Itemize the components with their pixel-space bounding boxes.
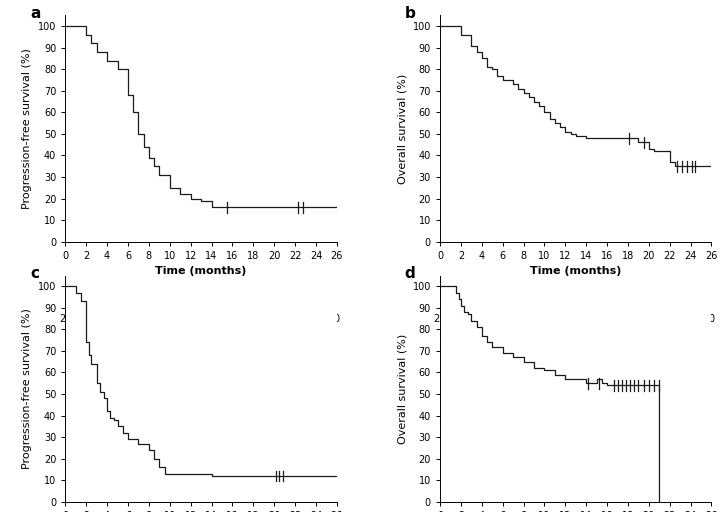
Y-axis label: Progression-free survival (%): Progression-free survival (%) bbox=[23, 48, 33, 209]
Text: 22: 22 bbox=[476, 314, 488, 324]
Text: 7: 7 bbox=[666, 314, 673, 324]
Text: 17: 17 bbox=[122, 314, 134, 324]
Text: 8: 8 bbox=[146, 314, 152, 324]
Text: 4: 4 bbox=[208, 314, 215, 324]
Text: 25: 25 bbox=[433, 314, 446, 324]
Text: d: d bbox=[404, 266, 415, 282]
Text: 8: 8 bbox=[167, 314, 173, 324]
Text: 3: 3 bbox=[229, 314, 235, 324]
Text: 19: 19 bbox=[497, 314, 509, 324]
Text: 0: 0 bbox=[313, 314, 319, 324]
Text: 12: 12 bbox=[601, 314, 613, 324]
Y-axis label: Overall survival (%): Overall survival (%) bbox=[397, 73, 407, 184]
Text: 21: 21 bbox=[101, 314, 113, 324]
Text: 10: 10 bbox=[622, 314, 634, 324]
Text: c: c bbox=[30, 266, 39, 282]
Text: 1: 1 bbox=[688, 314, 693, 324]
Text: 18: 18 bbox=[518, 314, 530, 324]
X-axis label: Time (months): Time (months) bbox=[155, 266, 247, 276]
Text: 8: 8 bbox=[645, 314, 652, 324]
Y-axis label: Progression-free survival (%): Progression-free survival (%) bbox=[23, 308, 33, 469]
Text: a: a bbox=[30, 6, 41, 22]
Text: 3: 3 bbox=[292, 314, 298, 324]
Text: 3: 3 bbox=[271, 314, 277, 324]
Y-axis label: Overall survival (%): Overall survival (%) bbox=[397, 333, 407, 444]
Text: 25: 25 bbox=[59, 314, 72, 324]
Text: Number at risk: Number at risk bbox=[65, 291, 139, 302]
Text: 0: 0 bbox=[709, 314, 714, 324]
Text: 17: 17 bbox=[538, 314, 550, 324]
X-axis label: Time (months): Time (months) bbox=[530, 266, 621, 276]
Text: b: b bbox=[404, 6, 415, 22]
Text: 12: 12 bbox=[580, 314, 592, 324]
Text: Number at risk: Number at risk bbox=[440, 291, 513, 302]
Text: 24: 24 bbox=[80, 314, 92, 324]
Text: 3: 3 bbox=[250, 314, 256, 324]
Text: 24: 24 bbox=[454, 314, 467, 324]
Text: 5: 5 bbox=[187, 314, 194, 324]
Text: 13: 13 bbox=[559, 314, 571, 324]
Text: 0: 0 bbox=[334, 314, 340, 324]
